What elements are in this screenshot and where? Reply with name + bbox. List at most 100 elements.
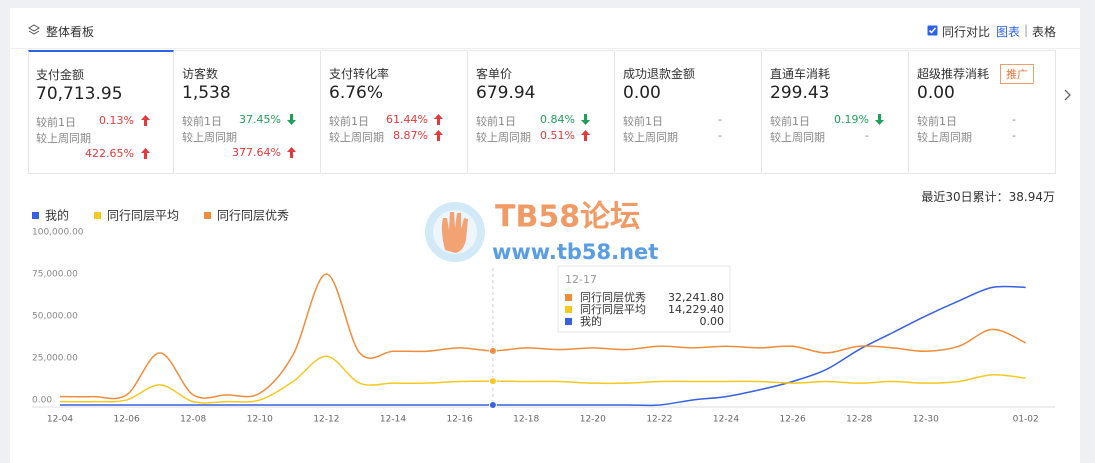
week-label: 较上周同期 [329,131,384,144]
trend-arrow [581,114,590,125]
y-tick-label: 100,000.00 [32,228,84,238]
x-tick-label: 12-30 [913,415,939,425]
layers-icon [28,24,40,35]
day-change: 0.84% [540,113,575,126]
next-arrow[interactable] [1062,88,1072,102]
metric-card[interactable]: 直通车消耗 299.43 较前1日 0.19% 较上周同期 - [763,50,909,174]
day-change: 37.45% [239,113,281,126]
y-tick-label: 50,000.00 [32,312,78,322]
x-tick-label: 12-12 [313,415,339,425]
hover-point [488,346,497,355]
compare-label[interactable]: 同行对比 [942,25,991,39]
metric-name: 直通车消耗 [770,67,831,81]
trend-arrow [434,130,443,141]
series-line [60,285,1026,407]
metric-value: 0.00 [917,83,955,103]
metric-card[interactable]: 支付金额 70,713.95 较前1日 0.13% 较上周同期 422.65% [28,50,174,174]
trend-arrow [581,130,590,141]
view-table[interactable]: 表格 [1032,25,1057,39]
week-label: 较上周同期 [917,131,972,144]
day-label: 较前1日 [770,115,810,128]
week-change: - [718,129,722,142]
tooltip-name: 我的 [580,314,602,328]
tooltip-marker [565,294,572,301]
tooltip-value: 14,229.40 [668,303,724,316]
x-tick-label: 12-24 [713,415,739,425]
summary: 最近30日累计：38.94万 [921,190,1055,204]
separator: | [1024,23,1029,37]
metric-value: 679.94 [476,83,536,103]
hover-point [488,401,497,409]
tooltip-name: 同行同层优秀 [580,291,646,304]
x-tick-label: 12-26 [780,415,806,425]
metric-value: 299.43 [770,83,830,103]
view-chart[interactable]: 图表 [996,25,1021,39]
legend-marker [94,212,102,219]
metric-card[interactable]: 客单价 679.94 较前1日 0.84% 较上周同期 0.51% [469,50,615,174]
trend-arrow [434,114,443,125]
x-tick-label: 12-10 [247,415,273,425]
tooltip-marker [565,306,572,313]
x-tick-label: 12-20 [580,415,606,425]
week-label: 较上周同期 [182,131,237,144]
divider [10,48,1080,49]
week-label: 较上周同期 [623,131,678,144]
watermark-hand [441,212,468,253]
watermark-url: www.tb58.net [492,240,658,264]
week-label: 较上周同期 [36,132,91,145]
metric-name: 超级推荐消耗 [917,67,990,81]
day-label: 较前1日 [36,116,76,129]
trend-arrow [287,114,296,125]
tooltip-box [557,265,731,333]
metric-value: 70,713.95 [36,84,123,104]
metric-card[interactable]: 超级推荐消耗 0.00 推广较前1日 - 较上周同期 - [910,50,1056,174]
y-tick-label: 25,000.00 [32,354,78,364]
week-change: 8.87% [393,129,428,142]
metric-card[interactable]: 成功退款金额 0.00 较前1日 - 较上周同期 - [616,50,762,174]
week-change: 0.51% [540,129,575,142]
metric-name: 支付金额 [36,68,85,82]
day-change: 0.19% [834,113,869,126]
badge: 推广 [1000,64,1034,84]
series-line [59,273,1027,400]
day-label: 较前1日 [917,115,957,128]
x-tick-label: 12-22 [646,415,672,425]
day-change: 0.13% [99,114,134,127]
legend-label: 同行同层平均 [107,209,179,223]
metric-value: 1,538 [182,83,231,103]
week-change: - [865,129,869,142]
x-tick-label: 12-04 [47,415,73,425]
trend-arrow [875,114,884,125]
trend-arrow [141,115,150,126]
metric-card[interactable]: 支付转化率 6.76% 较前1日 61.44% 较上周同期 8.87% [322,50,468,174]
week-change: 422.65% [85,147,134,160]
day-change: - [718,113,722,126]
hover-point [488,377,497,386]
day-label: 较前1日 [476,115,516,128]
x-tick-label: 12-08 [180,415,206,425]
checkbox[interactable] [927,25,938,36]
tooltip: 12-17 同行同层优秀 32,241.80 同行同层平均 14,229.40 我的 0.0… [557,265,731,333]
tooltip-name: 同行同层平均 [580,303,646,316]
week-label: 较上周同期 [476,131,531,144]
x-tick-label: 12-18 [513,415,539,425]
tooltip-marker [565,318,572,325]
metric-name: 访客数 [182,67,219,81]
watermark-title: TB58论坛 [495,200,640,235]
y-tick-label: 75,000.00 [32,270,78,280]
trend-arrow [287,147,296,158]
x-tick-label: 01-02 [1013,415,1039,425]
metric-value: 0.00 [623,83,661,103]
x-tick-label: 12-14 [380,415,406,425]
legend-label: 我的 [45,208,69,223]
legend-marker [32,212,39,219]
day-change: - [1012,113,1016,126]
metric-card[interactable]: 访客数 1,538 较前1日 37.45% 较上周同期 377.64% [175,50,321,174]
day-label: 较前1日 [329,115,369,128]
tooltip-value: 32,241.80 [668,291,724,304]
trend-arrow [141,148,150,159]
legend-label: 同行同层优秀 [217,209,289,223]
week-change: - [1012,129,1016,142]
